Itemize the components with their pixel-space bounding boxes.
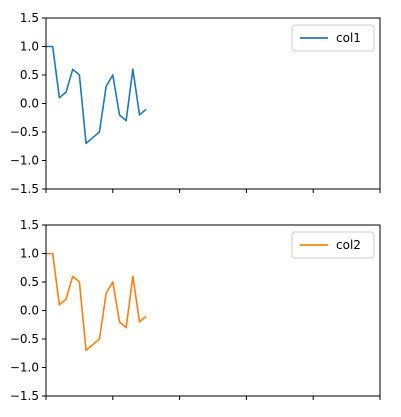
subplot-1: 1.5 1.0 0.5 0.0 −0.5 −1.0 −1.5 col1 (10, 11, 381, 196)
legend-label-col2: col2 (336, 238, 361, 252)
legend-label-col1: col1 (336, 31, 361, 45)
y-tick-label: 0.5 (20, 68, 39, 82)
y-tick-label: 1.0 (20, 247, 39, 261)
y-tick-label: 0.0 (20, 304, 39, 318)
subplots: 1.5 1.0 0.5 0.0 −0.5 −1.0 −1.5 col1 1.5 1.0 0.5 0.0… (10, 11, 381, 403)
y-tick-label: −1.0 (10, 361, 39, 375)
y-tick-label: −1.0 (10, 154, 39, 168)
legend-box (291, 24, 375, 52)
legend: col2 (291, 231, 375, 259)
axes-frame (45, 17, 381, 190)
y-tick-label: 1.5 (20, 218, 39, 232)
y-tick-label: −1.5 (10, 389, 39, 403)
legend-box (291, 231, 375, 259)
subplot-2: 1.5 1.0 0.5 0.0 −0.5 −1.0 −1.5 col2 (10, 218, 381, 403)
y-tick-label: 1.0 (20, 40, 39, 54)
axes-frame (45, 224, 381, 397)
series-line-col2 (46, 252, 147, 352)
y-tick-label: −0.5 (10, 332, 39, 346)
legend: col1 (291, 24, 375, 52)
y-tick-label: 0.0 (20, 97, 39, 111)
y-tick-label: 0.5 (20, 275, 39, 289)
series-line-col1 (46, 45, 147, 145)
y-tick-label: 1.5 (20, 11, 39, 25)
y-tick-label: −1.5 (10, 182, 39, 196)
y-tick-label: −0.5 (10, 125, 39, 139)
